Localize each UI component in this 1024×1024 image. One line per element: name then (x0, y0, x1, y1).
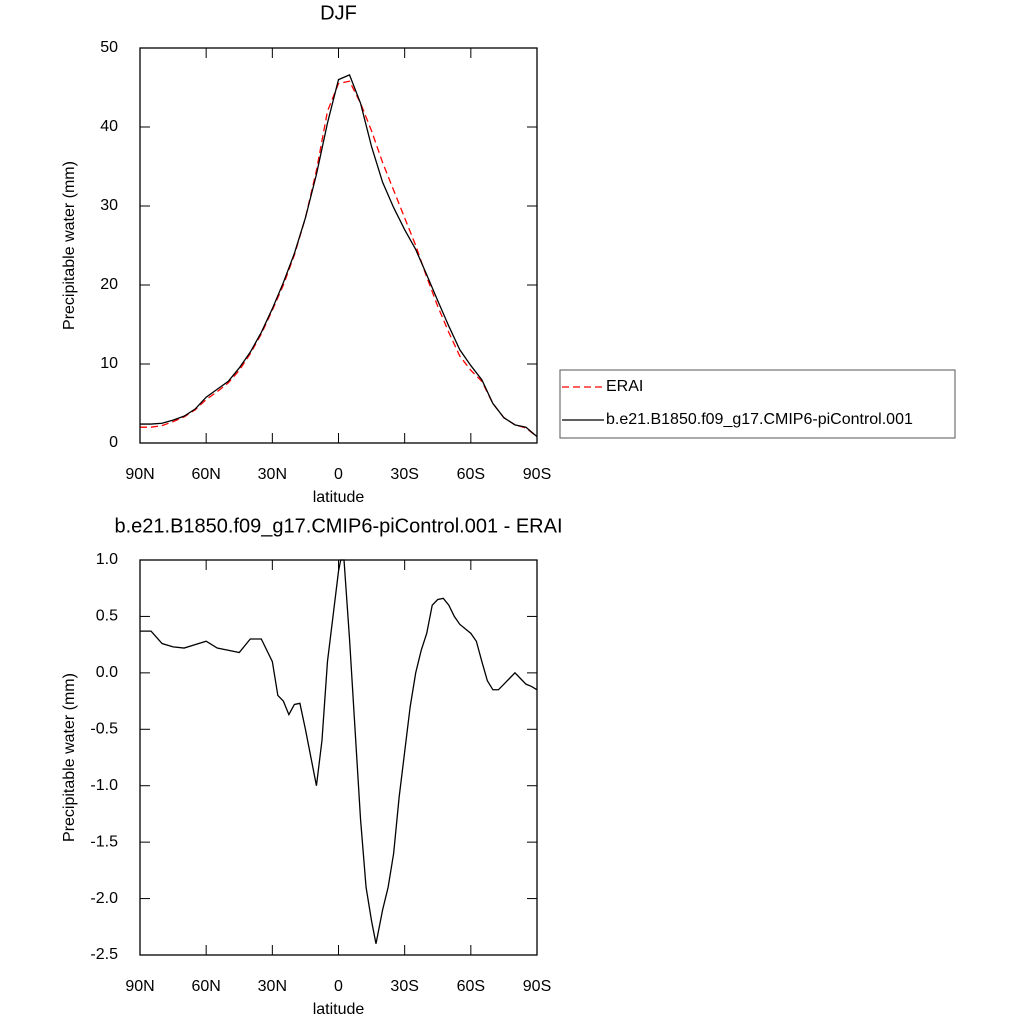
x-tick-label: 30N (258, 466, 287, 483)
y-tick-label: 30 (100, 197, 118, 214)
plot-frame (139, 559, 538, 956)
x-tick-label: 60N (191, 466, 220, 483)
x-tick-label: 30N (258, 978, 287, 995)
y-tick-label: 0.5 (96, 608, 118, 625)
y-tick-label: -2.0 (90, 890, 118, 907)
x-tick-label: 60S (457, 978, 485, 995)
plot-frame (139, 47, 538, 444)
y-tick-label: 40 (100, 118, 118, 135)
y-axis-title: Precipitable water (mm) (61, 161, 78, 330)
legend-box (559, 369, 956, 439)
data-line (140, 73, 538, 438)
y-tick-label: 10 (100, 355, 118, 372)
x-tick-label: 90N (125, 466, 154, 483)
y-tick-label: 0 (109, 434, 118, 451)
x-tick-label: 90S (523, 978, 551, 995)
x-tick-label: 90S (523, 466, 551, 483)
legend-label: b.e21.B1850.f09_g17.CMIP6-piControl.001 (606, 411, 913, 428)
data-line (140, 559, 538, 944)
x-tick-label: 30S (390, 466, 418, 483)
x-axis-title: latitude (313, 489, 365, 506)
y-tick-label: -2.5 (90, 946, 118, 963)
data-line (140, 80, 538, 438)
y-tick-label: -1.0 (90, 777, 118, 794)
y-tick-label: 1.0 (96, 551, 118, 568)
x-tick-label: 0 (334, 978, 343, 995)
legend-label: ERAI (606, 378, 643, 395)
y-tick-label: 50 (100, 39, 118, 56)
y-tick-label: -0.5 (90, 721, 118, 738)
y-tick-label: 0.0 (96, 664, 118, 681)
x-tick-label: 60S (457, 466, 485, 483)
chart-title: DJF (320, 2, 357, 24)
y-tick-label: 20 (100, 276, 118, 293)
x-axis-title: latitude (313, 1001, 365, 1018)
x-tick-label: 60N (191, 978, 220, 995)
x-tick-label: 0 (334, 466, 343, 483)
chart-title: b.e21.B1850.f09_g17.CMIP6-piControl.001 … (114, 515, 562, 537)
y-tick-label: -1.5 (90, 833, 118, 850)
x-tick-label: 90N (125, 978, 154, 995)
x-tick-label: 30S (390, 978, 418, 995)
y-axis-title: Precipitable water (mm) (61, 673, 78, 842)
